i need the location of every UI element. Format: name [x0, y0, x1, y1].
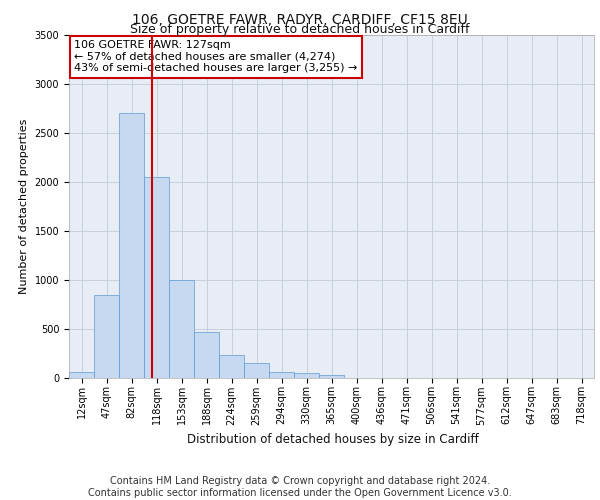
Text: 106, GOETRE FAWR, RADYR, CARDIFF, CF15 8EU: 106, GOETRE FAWR, RADYR, CARDIFF, CF15 8… [132, 12, 468, 26]
Text: Size of property relative to detached houses in Cardiff: Size of property relative to detached ho… [130, 24, 470, 36]
Y-axis label: Number of detached properties: Number of detached properties [19, 118, 29, 294]
Bar [119, 114, 144, 378]
Bar [69, 372, 94, 378]
Bar [169, 280, 194, 378]
Bar [269, 372, 294, 378]
Text: 106 GOETRE FAWR: 127sqm
← 57% of detached houses are smaller (4,274)
43% of semi: 106 GOETRE FAWR: 127sqm ← 57% of detache… [74, 40, 358, 74]
Bar [194, 332, 219, 378]
Bar [219, 355, 244, 378]
Bar [294, 373, 319, 378]
Text: Distribution of detached houses by size in Cardiff: Distribution of detached houses by size … [187, 432, 479, 446]
Bar [244, 363, 269, 378]
Bar [319, 374, 344, 378]
Text: Contains HM Land Registry data © Crown copyright and database right 2024.
Contai: Contains HM Land Registry data © Crown c… [88, 476, 512, 498]
Bar [94, 296, 119, 378]
Bar [144, 177, 169, 378]
